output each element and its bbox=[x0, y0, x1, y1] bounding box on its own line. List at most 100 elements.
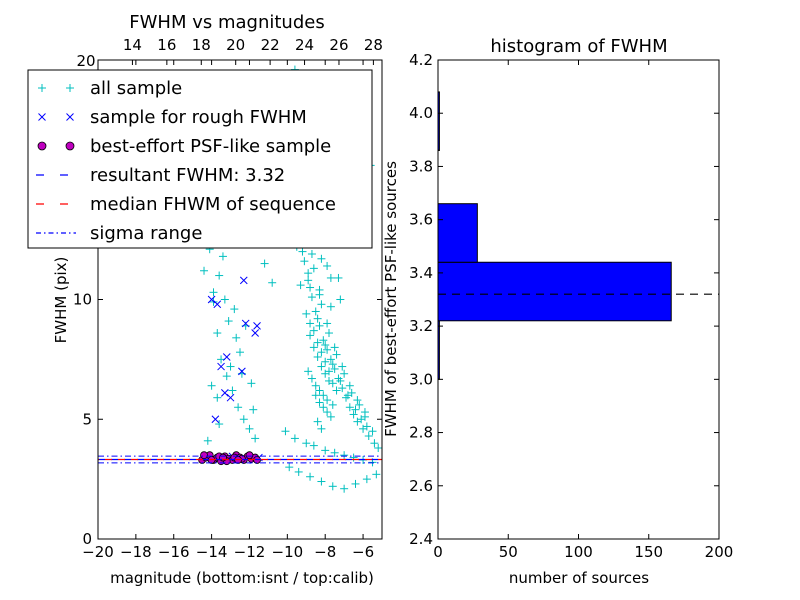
all-sample-point bbox=[317, 348, 326, 357]
all-sample-point bbox=[239, 415, 248, 424]
all-sample-point bbox=[315, 386, 324, 395]
all-sample-point bbox=[281, 427, 290, 436]
left-top-tick-label: 26 bbox=[329, 36, 348, 54]
all-sample-point bbox=[323, 408, 332, 417]
rough-fwhm-point bbox=[211, 415, 220, 424]
all-sample-point bbox=[340, 369, 349, 378]
right-y-tick-label: 2.8 bbox=[409, 424, 433, 442]
all-sample-point bbox=[317, 362, 326, 371]
all-sample-point bbox=[285, 463, 294, 472]
left-y-ticks: 0 5 10 bbox=[73, 291, 382, 548]
all-sample-point bbox=[326, 302, 335, 311]
rough-fwhm-point bbox=[207, 295, 216, 304]
all-sample-point bbox=[268, 278, 277, 287]
all-sample-point bbox=[230, 305, 239, 314]
all-sample-point bbox=[290, 434, 299, 443]
legend-label-all-sample: all sample bbox=[90, 78, 182, 99]
all-sample-point bbox=[317, 254, 326, 263]
left-y-axis-label: FWHM (pix) bbox=[52, 257, 70, 344]
right-y-tick-label: 3.4 bbox=[409, 264, 433, 282]
left-x-tick-label: −6 bbox=[352, 543, 374, 561]
rough-fwhm-point bbox=[226, 393, 235, 402]
all-sample-point bbox=[328, 360, 337, 369]
all-sample-point bbox=[304, 276, 313, 285]
legend-marker-psf-sample bbox=[37, 141, 47, 151]
right-x-tick-label: 50 bbox=[499, 543, 518, 561]
all-sample-point bbox=[326, 355, 335, 364]
all-sample-point bbox=[319, 336, 328, 345]
all-sample-point bbox=[317, 300, 326, 309]
all-sample-point bbox=[332, 386, 341, 395]
all-sample-point bbox=[302, 439, 311, 448]
all-sample-point bbox=[326, 273, 335, 282]
all-sample-point bbox=[304, 367, 313, 376]
all-sample-point bbox=[345, 403, 354, 412]
all-sample-point bbox=[326, 412, 335, 421]
left-top-tick-label: 14 bbox=[123, 36, 142, 54]
right-x-tick-label: 100 bbox=[564, 543, 593, 561]
all-sample-point bbox=[321, 446, 330, 455]
all-sample-point bbox=[296, 281, 305, 290]
all-sample-point bbox=[370, 439, 379, 448]
all-sample-point bbox=[234, 403, 243, 412]
all-sample-point bbox=[306, 319, 315, 328]
all-sample-point bbox=[232, 333, 241, 342]
right-x-axis-label: number of sources bbox=[509, 569, 649, 587]
all-sample-point bbox=[228, 386, 237, 395]
all-sample-point bbox=[324, 329, 333, 338]
rough-fwhm-point bbox=[213, 300, 222, 309]
legend-label-sigma-range: sigma range bbox=[90, 223, 202, 244]
left-y-tick-label: 5 bbox=[82, 410, 92, 428]
all-sample-point bbox=[313, 338, 322, 347]
all-sample-point bbox=[315, 285, 324, 294]
left-x-tick-label: −20 bbox=[82, 543, 114, 561]
all-sample-point bbox=[300, 257, 309, 266]
all-sample-point bbox=[338, 384, 347, 393]
left-top-ticks: 14 16 18 20 22 24 26 28 bbox=[123, 36, 383, 65]
right-data-layer bbox=[438, 91, 719, 380]
all-sample-point bbox=[338, 362, 347, 371]
all-sample-point bbox=[309, 441, 318, 450]
right-histogram-panel: 0 50 100 150 200 2.4 2.6 2.8 3.0 3.2 3.4 3.6 3.8 4.0… bbox=[382, 36, 733, 587]
rough-fwhm-point bbox=[238, 367, 246, 376]
all-sample-point bbox=[294, 467, 303, 476]
histogram-bar bbox=[438, 91, 440, 151]
all-sample-point bbox=[215, 420, 224, 429]
all-sample-point bbox=[313, 352, 322, 361]
all-sample-point bbox=[226, 362, 235, 371]
right-y-axis-label: FWHM of best-effort PSF-like sources bbox=[382, 161, 400, 437]
all-sample-point bbox=[306, 472, 315, 481]
all-sample-point bbox=[364, 432, 373, 441]
all-sample-point bbox=[334, 273, 343, 282]
left-y-top-tick-label: 20 bbox=[76, 52, 95, 70]
all-sample-point bbox=[311, 391, 320, 400]
all-sample-point bbox=[353, 396, 362, 405]
all-sample-point bbox=[323, 261, 332, 270]
all-sample-point bbox=[222, 372, 231, 381]
right-x-ticks: 0 50 100 150 200 bbox=[433, 60, 733, 561]
left-top-tick-label: 20 bbox=[226, 36, 245, 54]
rough-fwhm-point bbox=[217, 362, 225, 371]
histogram-bar bbox=[438, 261, 672, 322]
all-sample-point bbox=[362, 422, 371, 431]
all-sample-point bbox=[207, 381, 216, 390]
right-y-ticks: 2.4 2.6 2.8 3.0 3.2 3.4 3.6 3.8 4.0 4.2 bbox=[409, 51, 719, 548]
rough-fwhm-point bbox=[253, 321, 261, 330]
all-sample-point bbox=[251, 434, 260, 443]
all-sample-point bbox=[309, 326, 318, 335]
all-sample-point bbox=[200, 266, 209, 275]
all-sample-point bbox=[309, 343, 318, 352]
all-sample-point bbox=[328, 379, 337, 388]
all-sample-point bbox=[249, 405, 258, 414]
all-sample-point bbox=[324, 367, 333, 376]
all-sample-point bbox=[236, 348, 244, 357]
all-sample-point bbox=[311, 307, 320, 316]
all-sample-point bbox=[213, 329, 222, 338]
left-x-tick-label: −12 bbox=[234, 543, 266, 561]
right-x-tick-label: 150 bbox=[634, 543, 663, 561]
rough-fwhm-point bbox=[222, 353, 231, 361]
all-sample-point bbox=[368, 427, 377, 436]
all-sample-point bbox=[298, 247, 307, 256]
all-sample-point bbox=[307, 293, 316, 302]
all-sample-point bbox=[203, 436, 212, 445]
